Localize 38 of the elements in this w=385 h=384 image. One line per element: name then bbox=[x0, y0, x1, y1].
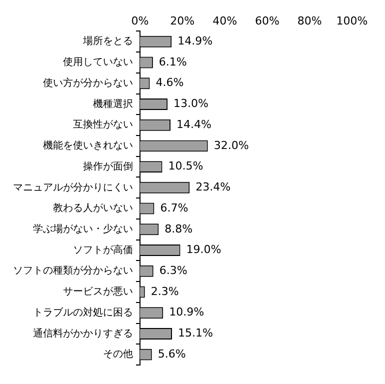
x-tick-label: 0% bbox=[131, 14, 149, 28]
y-tick-label: 機種選択 bbox=[93, 98, 133, 110]
data-label: 13.0% bbox=[174, 97, 209, 110]
data-label: 6.1% bbox=[158, 55, 187, 68]
x-tick-label: 100% bbox=[336, 14, 368, 28]
y-tick-label: サービスが悪い bbox=[63, 286, 133, 298]
y-tick-label: その他 bbox=[103, 348, 133, 360]
data-label: 4.6% bbox=[156, 76, 184, 90]
y-tick-label: 通信料がかかりすぎる bbox=[33, 327, 133, 340]
y-tick-label: 操作が面倒 bbox=[83, 160, 133, 172]
x-tick-label: 60% bbox=[254, 14, 280, 28]
y-tick-label: トラブルの対処に困る bbox=[33, 306, 133, 318]
data-label: 23.4% bbox=[196, 180, 231, 194]
data-label: 14.4% bbox=[176, 118, 212, 131]
y-tick-label: 場所をとる bbox=[82, 35, 133, 48]
x-tick-label: 20% bbox=[170, 14, 195, 28]
y-tick-label: ソフトが高価 bbox=[73, 244, 133, 256]
data-label: 14.9% bbox=[178, 34, 213, 48]
data-label: 10.9% bbox=[169, 306, 204, 319]
data-label: 6.7% bbox=[160, 201, 188, 214]
x-tick-label: 80% bbox=[297, 14, 322, 28]
data-label: 5.6% bbox=[158, 347, 186, 360]
data-label: 15.1% bbox=[178, 326, 213, 340]
data-label: 8.8% bbox=[164, 222, 193, 236]
y-tick-label: 教わる人がいない bbox=[53, 203, 133, 214]
y-tick-label: マニュアルが分かりにくい bbox=[13, 181, 133, 194]
y-tick-label: 互換性がない bbox=[73, 118, 133, 131]
data-label: 2.3% bbox=[150, 284, 179, 298]
y-tick-label: 機能を使いきれない bbox=[43, 140, 133, 152]
y-tick-label: 使い方が分からない bbox=[43, 76, 133, 89]
x-tick-label: 40% bbox=[212, 14, 238, 28]
y-tick-label: 使用していない bbox=[63, 57, 133, 68]
data-label: 19.0% bbox=[186, 243, 222, 256]
y-tick-label: 学ぶ場がない・少ない bbox=[33, 222, 133, 235]
y-tick-label: ソフトの種類が分からない bbox=[13, 264, 133, 277]
data-label: 6.3% bbox=[159, 264, 188, 277]
data-label: 32.0% bbox=[214, 138, 249, 152]
data-label: 10.5% bbox=[168, 160, 204, 173]
